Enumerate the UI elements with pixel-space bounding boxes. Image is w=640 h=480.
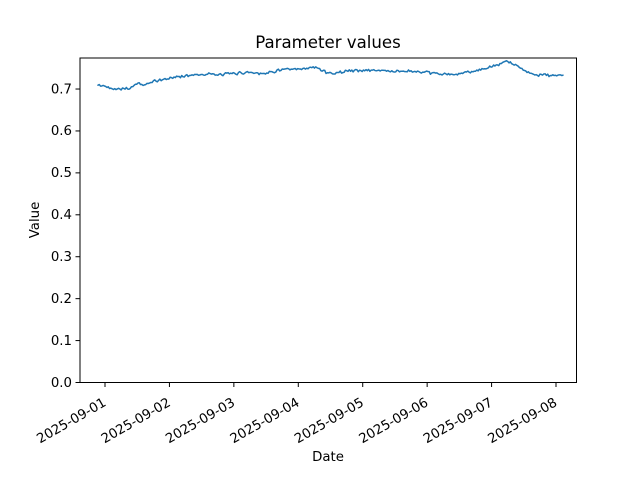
x-axis-label: Date [312, 450, 344, 465]
y-tick-label: 0.5 [51, 166, 72, 181]
y-tick-label: 0.1 [51, 334, 72, 349]
y-tick-label: 0.2 [51, 292, 72, 307]
y-axis-label: Value [28, 202, 43, 239]
x-tick-label: 2025-09-01 [35, 395, 109, 447]
x-tick-label: 2025-09-02 [99, 395, 173, 447]
x-tick-label: 2025-09-03 [163, 395, 237, 447]
x-tick-label: 2025-09-08 [486, 395, 560, 447]
y-tick-label: 0.0 [51, 376, 72, 391]
y-axis: 0.0 0.1 0.2 0.3 0.4 0.5 0.6 0.7 [51, 82, 80, 391]
data-line-series [97, 59, 564, 91]
x-tick-label: 2025-09-07 [421, 395, 495, 447]
y-tick-label: 0.3 [51, 250, 72, 265]
x-tick-label: 2025-09-05 [292, 395, 366, 447]
x-tick-label: 2025-09-06 [357, 395, 431, 447]
y-tick-label: 0.4 [51, 208, 72, 223]
y-tick-label: 0.6 [51, 124, 72, 139]
x-axis: 2025-09-012025-09-022025-09-032025-09-04… [35, 382, 560, 447]
x-tick-label: 2025-09-04 [228, 395, 302, 447]
chart-title: Parameter values [255, 33, 401, 52]
plot-area-border [79, 57, 577, 383]
y-tick-label: 0.7 [51, 82, 72, 97]
